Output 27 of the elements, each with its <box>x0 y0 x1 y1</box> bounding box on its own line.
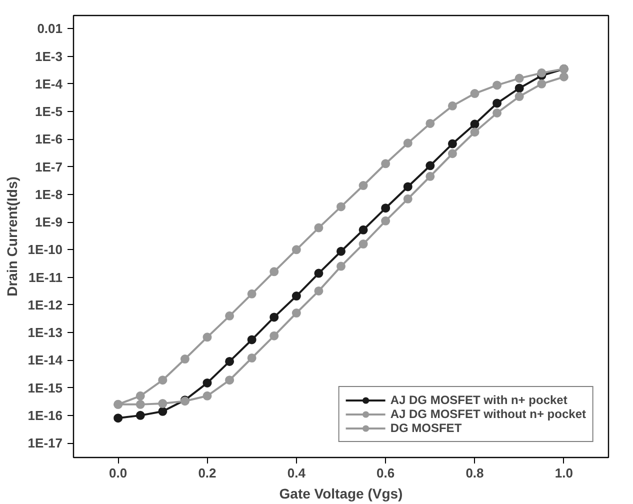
x-tick-label: 0.0 <box>109 466 128 480</box>
y-tick-label: 1E-10 <box>28 242 63 258</box>
legend-label: AJ DG MOSFET without n+ pocket <box>390 407 586 421</box>
y-tick-label: 1E-15 <box>28 380 63 396</box>
y-tick-label: 1E-17 <box>28 436 63 451</box>
x-tick-label: 0.4 <box>287 466 306 480</box>
y-tick-label: 1E-11 <box>28 270 63 285</box>
legend-label: AJ DG MOSFET with n+ pocket <box>390 393 568 407</box>
x-tick-label: 0.6 <box>376 466 395 480</box>
y-tick-label: 1E-9 <box>35 214 63 230</box>
y-tick-label: 1E-16 <box>28 408 63 423</box>
x-tick-label: 0.8 <box>466 466 484 480</box>
x-tick-label: 0.2 <box>198 466 216 480</box>
y-tick-label: 1E-4 <box>35 76 64 92</box>
x-tick-label: 1.0 <box>554 466 573 480</box>
y-tick-label: 1E-3 <box>35 48 63 64</box>
y-tick-label: 1E-7 <box>35 159 63 174</box>
y-tick-label: 1E-8 <box>35 186 63 202</box>
y-tick-label: 1E-6 <box>35 132 63 147</box>
y-tick-label: 0.01 <box>37 21 63 36</box>
y-tick-label: 1E-5 <box>35 104 63 120</box>
y-axis-title: Drain Current(Ids) <box>4 176 20 296</box>
legend-label: DG MOSFET <box>390 421 462 435</box>
y-tick-label: 1E-12 <box>28 297 63 312</box>
x-axis-title: Gate Voltage (Vgs) <box>279 486 403 502</box>
y-tick-label: 1E-14 <box>28 352 64 368</box>
y-tick-label: 1E-13 <box>28 325 63 340</box>
